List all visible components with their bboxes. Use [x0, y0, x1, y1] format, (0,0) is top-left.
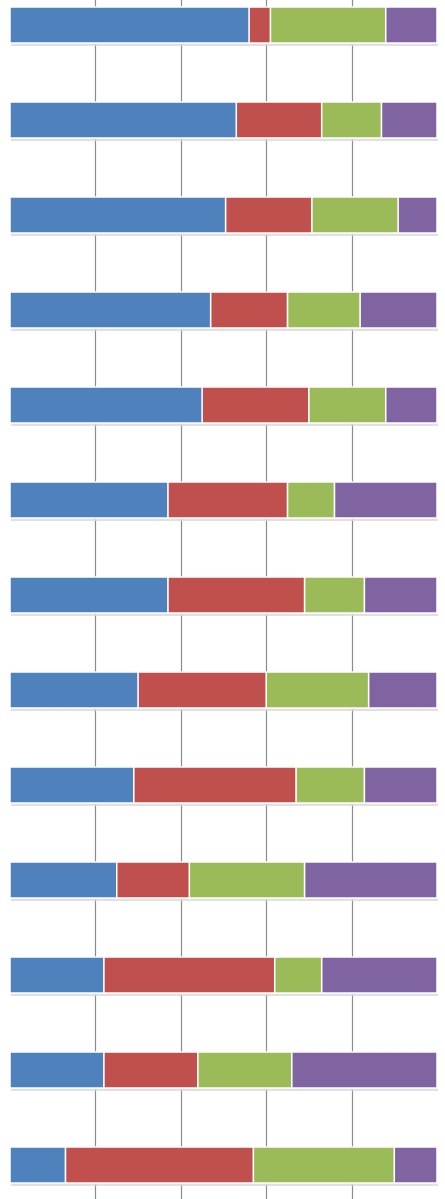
bar-shadow — [11, 708, 438, 711]
bar-segment-series-4 — [320, 956, 438, 994]
bar-segment-series-3 — [269, 6, 387, 44]
bar-segment-series-4 — [380, 101, 438, 139]
bar-shadow — [11, 43, 438, 46]
bar-shadow — [11, 898, 438, 901]
bar-segment-series-1 — [9, 481, 169, 519]
bar-shadow — [11, 138, 438, 141]
bar-segment-series-2 — [224, 196, 313, 234]
bar-segment-series-3 — [311, 196, 399, 234]
bar-segment-series-4 — [393, 1146, 438, 1184]
bar-shadow — [11, 328, 438, 331]
bar-segment-series-1 — [9, 861, 118, 899]
bar-shadow — [11, 233, 438, 236]
bar-segment-series-3 — [188, 861, 306, 899]
bar-segment-series-1 — [9, 6, 250, 44]
bar-segment-series-4 — [385, 6, 438, 44]
bar-segment-series-4 — [303, 861, 438, 899]
bar-segment-series-3 — [197, 1051, 293, 1089]
bar-segment-series-4 — [367, 671, 438, 709]
bar-segment-series-1 — [9, 766, 135, 804]
bar-shadow — [11, 1183, 438, 1186]
bar-segment-series-2 — [137, 671, 267, 709]
bar-segment-series-1 — [9, 291, 212, 329]
bar-segment-series-2 — [103, 1051, 199, 1089]
bar-segment-series-1 — [9, 196, 227, 234]
bar-segment-series-4 — [363, 576, 438, 614]
bar-segment-series-2 — [64, 1146, 255, 1184]
bar-segment-series-4 — [359, 291, 438, 329]
bar-shadow — [11, 993, 438, 996]
bar-segment-series-1 — [9, 576, 169, 614]
bar-segment-series-3 — [286, 481, 336, 519]
bar-segment-series-3 — [303, 576, 366, 614]
bar-segment-series-1 — [9, 386, 203, 424]
bar-segment-series-2 — [133, 766, 297, 804]
bar-segment-series-4 — [385, 386, 438, 424]
bar-shadow — [11, 1088, 438, 1091]
bar-segment-series-3 — [265, 671, 370, 709]
bar-segment-series-2 — [167, 576, 306, 614]
bar-segment-series-4 — [363, 766, 438, 804]
bar-segment-series-2 — [167, 481, 289, 519]
bar-segment-series-1 — [9, 101, 238, 139]
bar-segment-series-2 — [248, 6, 272, 44]
bar-segment-series-3 — [320, 101, 383, 139]
bar-shadow — [11, 613, 438, 616]
bar-segment-series-3 — [295, 766, 366, 804]
bar-shadow — [11, 803, 438, 806]
bar-segment-series-1 — [9, 1146, 67, 1184]
bars — [9, 6, 438, 1186]
bar-segment-series-2 — [209, 291, 289, 329]
bar-segment-series-1 — [9, 671, 139, 709]
bar-segment-series-2 — [235, 101, 323, 139]
bar-shadow — [11, 518, 438, 521]
bar-segment-series-3 — [273, 956, 323, 994]
bar-segment-series-3 — [308, 386, 387, 424]
bar-segment-series-1 — [9, 1051, 105, 1089]
bar-segment-series-4 — [333, 481, 438, 519]
bar-segment-series-3 — [286, 291, 361, 329]
bar-shadow — [11, 423, 438, 426]
bar-segment-series-1 — [9, 956, 105, 994]
bar-segment-series-2 — [201, 386, 310, 424]
bar-segment-series-2 — [116, 861, 191, 899]
bar-segment-series-4 — [397, 196, 438, 234]
bar-segment-series-3 — [252, 1146, 396, 1184]
bar-segment-series-4 — [291, 1051, 438, 1089]
bar-segment-series-2 — [103, 956, 276, 994]
